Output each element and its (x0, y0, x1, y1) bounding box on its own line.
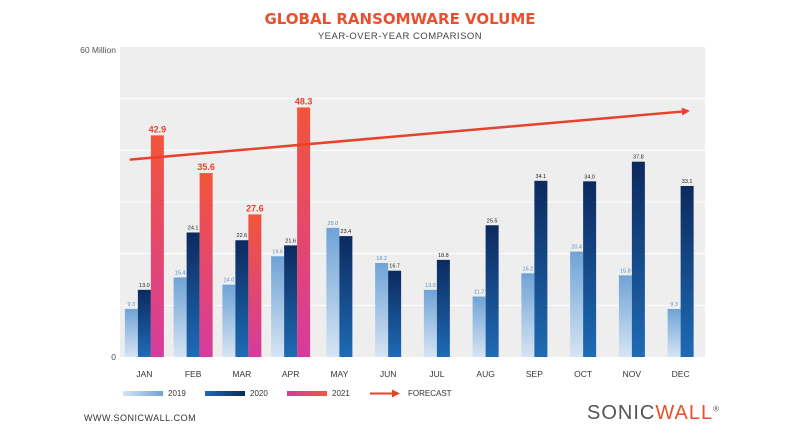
value-label-2020-feb: 24.1 (188, 225, 199, 231)
bar-2021-jan (150, 135, 164, 357)
x-tick-label-sep: SEP (526, 369, 543, 379)
x-tick-label-oct: OCT (574, 369, 592, 379)
x-tick-label-aug: AUG (476, 369, 494, 379)
value-label-2021-jan: 42.9 (149, 124, 167, 134)
bar-2019-jun (375, 262, 389, 357)
x-tick-label-nov: NOV (623, 369, 642, 379)
gridlines (120, 98, 705, 306)
value-label-2019-jun: 18.2 (376, 256, 387, 262)
bar-2020-apr (284, 245, 298, 357)
bar-2019-oct (570, 251, 584, 357)
value-label-2020-mar: 22.6 (237, 233, 248, 239)
x-tick-label-jun: JUN (380, 369, 397, 379)
value-label-2019-aug: 11.7 (474, 290, 484, 296)
x-tick-label-feb: FEB (185, 369, 202, 379)
value-label-2019-dec: 9.3 (670, 302, 678, 308)
bar-2020-jan (137, 289, 151, 357)
bar-2021-feb (199, 173, 213, 357)
legend-swatch-2019 (123, 391, 163, 396)
value-label-2020-jun: 16.7 (389, 264, 400, 270)
bar-2019-feb (173, 277, 187, 357)
value-label-2020-sep: 34.1 (536, 174, 547, 180)
bar-2020-sep (534, 180, 548, 357)
bar-2019-aug (472, 296, 486, 357)
bar-2019-mar (222, 284, 236, 357)
value-labels: 9.313.042.915.424.135.614.022.627.619.52… (128, 96, 693, 308)
value-label-2021-apr: 48.3 (295, 96, 313, 106)
bars (124, 107, 694, 357)
x-tick-label-may: MAY (330, 369, 348, 379)
value-label-2020-oct: 34.0 (584, 174, 595, 180)
x-tick-label-jan: JAN (136, 369, 152, 379)
logo-registered-mark: ® (713, 404, 720, 414)
value-label-2019-jul: 13.0 (425, 283, 436, 289)
x-tick-label-dec: DEC (672, 369, 690, 379)
x-tick-label-jul: JUL (429, 369, 444, 379)
chart-subtitle: YEAR-OVER-YEAR COMPARISON (318, 31, 482, 42)
value-label-2019-mar: 14.0 (224, 278, 235, 284)
value-label-2019-may: 25.0 (328, 221, 339, 227)
value-label-2019-oct: 20.4 (571, 245, 582, 251)
logo-text-wall: WALL (655, 402, 714, 424)
bar-2019-jul (423, 289, 437, 357)
bar-2020-aug (485, 225, 499, 357)
legend: 2019 2020 2021 FORECAST (123, 389, 452, 398)
value-label-2019-jan: 9.3 (128, 302, 136, 308)
value-label-2020-jul: 18.8 (438, 253, 449, 259)
value-label-2019-feb: 15.4 (175, 270, 186, 276)
value-label-2019-apr: 19.5 (272, 249, 283, 255)
bar-2019-may (326, 227, 340, 357)
legend-label-forecast: FORECAST (408, 389, 452, 398)
bar-2020-jul (436, 259, 450, 357)
legend-swatch-2021 (287, 391, 327, 396)
bar-2020-nov (631, 161, 645, 357)
chart-title: GLOBAL RANSOMWARE VOLUME (264, 10, 535, 28)
legend-label-2021: 2021 (332, 389, 350, 398)
bar-2019-jan (124, 308, 138, 357)
sonicwall-logo: SONICWALL® (587, 402, 720, 425)
bar-2020-dec (680, 185, 694, 357)
forecast-arrow (129, 107, 690, 161)
value-label-2020-aug: 25.5 (487, 218, 498, 224)
value-label-2020-jan: 13.0 (139, 283, 150, 289)
value-label-2020-may: 23.4 (341, 229, 352, 235)
bar-2019-dec (667, 308, 681, 357)
bar-2021-apr (297, 107, 311, 357)
x-axis-labels: JAN FEB MAR APR MAY JUN JUL AUG SEP OCT NOV DEC (136, 369, 689, 379)
value-label-2021-mar: 27.6 (246, 203, 264, 213)
value-label-2020-apr: 21.6 (285, 238, 296, 244)
x-tick-label-mar: MAR (232, 369, 251, 379)
value-label-2021-feb: 35.6 (197, 162, 215, 172)
value-label-2019-sep: 16.2 (523, 266, 534, 272)
x-tick-label-apr: APR (282, 369, 299, 379)
y-axis-top-label: 60 Million (80, 45, 116, 55)
bar-2019-apr (271, 256, 285, 357)
footer-url: WWW.SONICWALL.COM (84, 413, 197, 423)
bar-2020-may (339, 236, 353, 357)
bar-2020-jun (388, 270, 402, 357)
y-axis-zero-label: 0 (111, 352, 116, 362)
bar-2020-mar (235, 240, 249, 357)
bar-2020-oct (583, 181, 597, 357)
bar-2021-mar (248, 214, 262, 357)
value-label-2019-nov: 15.8 (620, 268, 631, 274)
bar-2020-feb (186, 232, 200, 357)
legend-label-2019: 2019 (168, 389, 186, 398)
bar-2019-nov (618, 275, 632, 357)
logo-text-sonic: SONIC (587, 402, 656, 424)
legend-label-2020: 2020 (250, 389, 268, 398)
value-label-2020-dec: 33.1 (682, 179, 693, 185)
legend-swatch-2020 (205, 391, 245, 396)
value-label-2020-nov: 37.8 (633, 155, 644, 161)
bar-2019-sep (521, 273, 535, 357)
